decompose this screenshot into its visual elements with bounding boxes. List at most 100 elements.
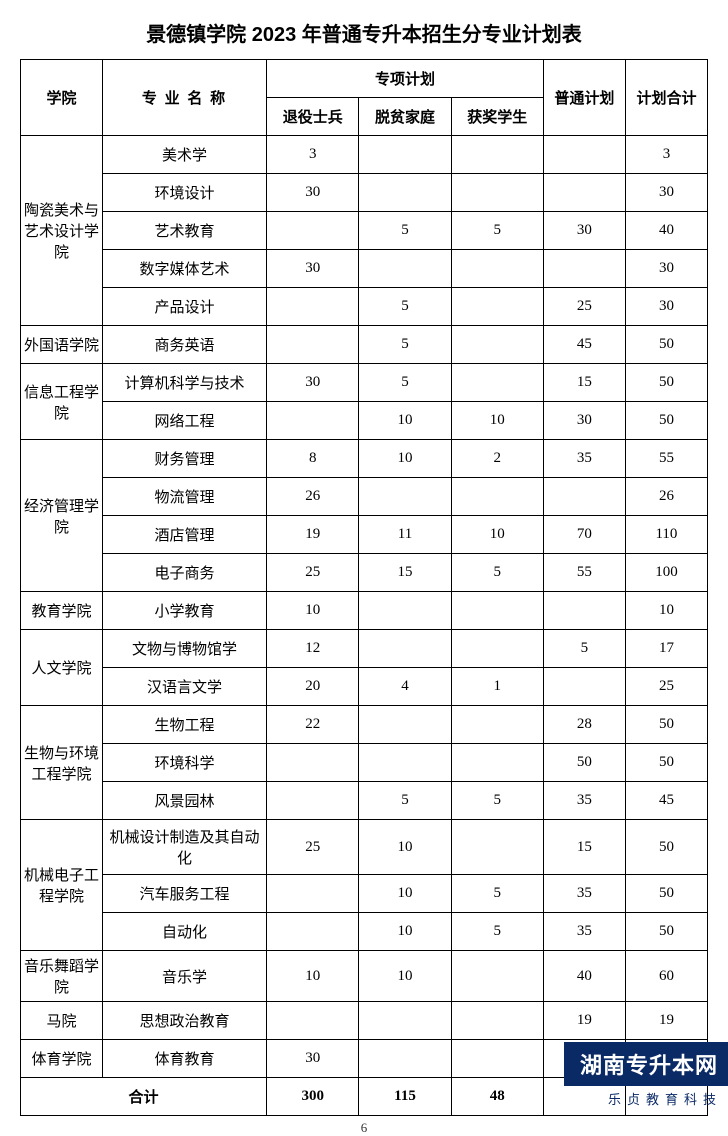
poverty-cell: 10 — [359, 913, 451, 951]
major-cell: 计算机科学与技术 — [103, 364, 267, 402]
major-cell: 环境设计 — [103, 174, 267, 212]
total-label: 合计 — [21, 1078, 267, 1116]
general-cell — [543, 592, 625, 630]
general-cell: 35 — [543, 782, 625, 820]
award-cell — [451, 326, 543, 364]
poverty-cell — [359, 706, 451, 744]
veteran-cell — [267, 875, 359, 913]
page-number: 6 — [20, 1120, 708, 1136]
general-cell: 15 — [543, 364, 625, 402]
table-row: 人文学院文物与博物馆学12517 — [21, 630, 708, 668]
major-cell: 环境科学 — [103, 744, 267, 782]
poverty-cell — [359, 250, 451, 288]
college-cell: 体育学院 — [21, 1040, 103, 1078]
award-cell — [451, 951, 543, 1002]
poverty-cell: 5 — [359, 364, 451, 402]
award-cell — [451, 1002, 543, 1040]
veteran-cell: 12 — [267, 630, 359, 668]
veteran-cell: 30 — [267, 174, 359, 212]
table-row: 数字媒体艺术3030 — [21, 250, 708, 288]
award-cell — [451, 288, 543, 326]
total-cell: 19 — [625, 1002, 707, 1040]
total-total — [625, 1078, 707, 1116]
award-cell: 5 — [451, 212, 543, 250]
poverty-cell — [359, 592, 451, 630]
veteran-cell: 25 — [267, 554, 359, 592]
total-cell: 17 — [625, 630, 707, 668]
th-total: 计划合计 — [625, 60, 707, 136]
th-major: 专 业 名 称 — [103, 60, 267, 136]
major-cell: 体育教育 — [103, 1040, 267, 1078]
college-cell: 人文学院 — [21, 630, 103, 706]
poverty-cell: 10 — [359, 820, 451, 875]
poverty-cell — [359, 1040, 451, 1078]
total-cell: 50 — [625, 326, 707, 364]
total-veteran: 300 — [267, 1078, 359, 1116]
total-cell: 30 — [625, 250, 707, 288]
college-cell: 经济管理学院 — [21, 440, 103, 592]
poverty-cell: 5 — [359, 326, 451, 364]
table-row: 电子商务2515555100 — [21, 554, 708, 592]
general-cell: 25 — [543, 288, 625, 326]
total-poverty: 115 — [359, 1078, 451, 1116]
general-cell: 30 — [543, 212, 625, 250]
award-cell: 5 — [451, 554, 543, 592]
veteran-cell: 25 — [267, 820, 359, 875]
award-cell — [451, 706, 543, 744]
table-row: 教育学院小学教育1010 — [21, 592, 708, 630]
poverty-cell: 5 — [359, 782, 451, 820]
table-row: 陶瓷美术与艺术设计学院美术学33 — [21, 136, 708, 174]
award-cell — [451, 1040, 543, 1078]
total-cell: 40 — [625, 1040, 707, 1078]
award-cell — [451, 630, 543, 668]
table-row: 物流管理2626 — [21, 478, 708, 516]
table-row: 汽车服务工程1053550 — [21, 875, 708, 913]
major-cell: 电子商务 — [103, 554, 267, 592]
award-cell — [451, 478, 543, 516]
college-cell: 音乐舞蹈学院 — [21, 951, 103, 1002]
award-cell — [451, 820, 543, 875]
total-cell: 50 — [625, 402, 707, 440]
poverty-cell: 5 — [359, 212, 451, 250]
award-cell: 10 — [451, 516, 543, 554]
general-cell — [543, 668, 625, 706]
total-cell: 26 — [625, 478, 707, 516]
total-cell: 3 — [625, 136, 707, 174]
poverty-cell: 11 — [359, 516, 451, 554]
poverty-cell: 10 — [359, 440, 451, 478]
major-cell: 数字媒体艺术 — [103, 250, 267, 288]
total-cell: 25 — [625, 668, 707, 706]
page-title: 景德镇学院 2023 年普通专升本招生分专业计划表 — [20, 18, 708, 47]
poverty-cell — [359, 744, 451, 782]
veteran-cell — [267, 402, 359, 440]
total-cell: 50 — [625, 744, 707, 782]
major-cell: 网络工程 — [103, 402, 267, 440]
award-cell — [451, 136, 543, 174]
award-cell — [451, 592, 543, 630]
poverty-cell: 10 — [359, 402, 451, 440]
major-cell: 汉语言文学 — [103, 668, 267, 706]
th-veteran: 退役士兵 — [267, 98, 359, 136]
award-cell: 5 — [451, 875, 543, 913]
major-cell: 美术学 — [103, 136, 267, 174]
general-cell: 50 — [543, 744, 625, 782]
general-cell: 30 — [543, 402, 625, 440]
total-row: 合计30011548 — [21, 1078, 708, 1116]
general-cell: 35 — [543, 440, 625, 478]
college-cell: 信息工程学院 — [21, 364, 103, 440]
table-row: 汉语言文学204125 — [21, 668, 708, 706]
general-cell: 40 — [543, 951, 625, 1002]
total-general — [543, 1078, 625, 1116]
table-row: 机械电子工程学院机械设计制造及其自动化25101550 — [21, 820, 708, 875]
general-cell: 35 — [543, 875, 625, 913]
general-cell: 28 — [543, 706, 625, 744]
table-row: 酒店管理19111070110 — [21, 516, 708, 554]
major-cell: 酒店管理 — [103, 516, 267, 554]
poverty-cell: 15 — [359, 554, 451, 592]
major-cell: 自动化 — [103, 913, 267, 951]
college-cell: 机械电子工程学院 — [21, 820, 103, 951]
major-cell: 商务英语 — [103, 326, 267, 364]
general-cell: 19 — [543, 1002, 625, 1040]
header-row-1: 学院 专 业 名 称 专项计划 普通计划 计划合计 — [21, 60, 708, 98]
general-cell: 10 — [543, 1040, 625, 1078]
